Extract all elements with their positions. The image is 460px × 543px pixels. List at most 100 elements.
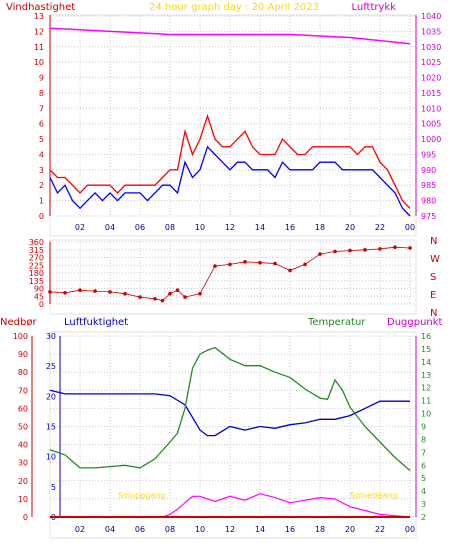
x-tick-label: 20 xyxy=(345,223,355,232)
temperature-tick-label: 9 xyxy=(421,423,426,432)
direction-tick-label: 225 xyxy=(29,261,44,270)
direction-tick-label: 270 xyxy=(29,254,44,263)
compass-label: N xyxy=(430,236,437,247)
wind-tick-label: 11 xyxy=(34,43,44,52)
direction-tick-label: 180 xyxy=(29,269,44,278)
x-tick-label: 06 xyxy=(135,525,145,534)
direction-tick-label: 135 xyxy=(29,277,44,286)
rain-tick-label: 60 xyxy=(18,404,28,413)
climate-series xyxy=(49,346,411,518)
direction-tick-label: 45 xyxy=(34,292,44,301)
humidity-tick-label: 10 xyxy=(46,453,56,462)
pressure-tick-label: 1035 xyxy=(421,27,441,36)
temperature-tick-label: 4 xyxy=(421,487,426,496)
rain-tick-label: 50 xyxy=(18,423,28,432)
wind-tick-label: 9 xyxy=(39,74,44,83)
compass-label: N xyxy=(430,308,437,319)
wind-pressure-ticks: 0123456789101112139759809859909951000100… xyxy=(34,12,442,232)
direction-grid xyxy=(50,241,416,305)
wind-pressure-panel-frame xyxy=(49,14,417,237)
temperature-tick-label: 11 xyxy=(421,397,431,406)
wind-speed-line xyxy=(49,145,411,217)
x-tick-label: 04 xyxy=(105,525,115,534)
pressure-tick-label: 1020 xyxy=(421,74,441,83)
temperature-tick-label: 12 xyxy=(421,384,431,393)
temperature-tick-label: 10 xyxy=(421,410,431,419)
climate-panel-frame xyxy=(49,331,417,539)
direction-tick-label: 360 xyxy=(29,238,44,247)
pressure-tick-label: 1040 xyxy=(421,12,441,21)
wind-tick-label: 0 xyxy=(39,212,44,221)
pressure-tick-label: 985 xyxy=(421,181,436,190)
pressure-tick-label: 990 xyxy=(421,166,436,175)
wind-tick-label: 1 xyxy=(39,197,44,206)
wind-tick-label: 6 xyxy=(39,120,44,129)
sunrise-annotation: Soloppgang xyxy=(118,491,165,500)
temperature-tick-label: 13 xyxy=(421,371,431,380)
x-tick-label: 12 xyxy=(225,525,235,534)
rain-tick-label: 100 xyxy=(13,332,28,341)
direction-tick-label: 0 xyxy=(39,300,44,309)
x-tick-label: 22 xyxy=(375,525,385,534)
compass-label: W xyxy=(430,254,440,265)
x-tick-label: 10 xyxy=(195,525,205,534)
rain-tick-label: 70 xyxy=(18,386,28,395)
direction-series xyxy=(48,245,412,303)
x-tick-label: 04 xyxy=(105,223,115,232)
rain-tick-label: 10 xyxy=(18,495,28,504)
humidity-axis-title: Luftfuktighet xyxy=(64,317,128,328)
rain-tick-label: 40 xyxy=(18,441,28,450)
temperature-axis-title: Temperatur xyxy=(307,317,366,328)
x-tick-label: 06 xyxy=(135,223,145,232)
x-tick-label: 00 xyxy=(405,223,415,232)
x-tick-label: 08 xyxy=(165,223,175,232)
humidity-line xyxy=(49,389,410,437)
wind-tick-label: 10 xyxy=(34,58,44,67)
x-tick-label: 20 xyxy=(345,525,355,534)
x-tick-label: 14 xyxy=(255,525,265,534)
x-tick-label: 08 xyxy=(165,525,175,534)
direction-panel-frame xyxy=(49,239,417,315)
pressure-tick-label: 1030 xyxy=(421,43,441,52)
x-tick-label: 02 xyxy=(75,223,85,232)
wind-tick-label: 7 xyxy=(39,104,44,113)
wind-tick-label: 2 xyxy=(39,181,44,190)
temperature-tick-label: 16 xyxy=(421,332,431,341)
pressure-tick-label: 975 xyxy=(421,212,436,221)
x-tick-label: 18 xyxy=(315,223,325,232)
humidity-tick-label: 20 xyxy=(46,392,56,401)
wind-tick-label: 3 xyxy=(39,166,44,175)
pressure-line xyxy=(49,27,411,45)
x-tick-label: 16 xyxy=(285,525,295,534)
x-tick-label: 18 xyxy=(315,525,325,534)
rain-tick-label: 90 xyxy=(18,350,28,359)
rain-tick-label: 20 xyxy=(18,477,28,486)
temperature-tick-label: 15 xyxy=(421,345,431,354)
temperature-tick-label: 2 xyxy=(421,513,426,522)
humidity-tick-label: 25 xyxy=(46,362,56,371)
wind-tick-label: 5 xyxy=(39,135,44,144)
x-tick-label: 00 xyxy=(405,525,415,534)
rain-axis-title: Nedbør xyxy=(0,317,37,328)
x-tick-label: 14 xyxy=(255,223,265,232)
temperature-tick-label: 14 xyxy=(421,358,431,367)
direction-tick-label: 90 xyxy=(34,285,44,294)
pressure-tick-label: 1005 xyxy=(421,120,441,129)
pressure-tick-label: 1015 xyxy=(421,89,441,98)
wind-tick-label: 8 xyxy=(39,89,44,98)
compass-label: S xyxy=(430,272,436,283)
x-tick-label: 10 xyxy=(195,223,205,232)
wind-pressure-series xyxy=(49,27,411,217)
humidity-tick-label: 5 xyxy=(51,483,56,492)
wind-grid xyxy=(50,15,416,217)
rain-tick-label: 30 xyxy=(18,459,28,468)
compass-label: E xyxy=(430,290,436,301)
wind-tick-label: 4 xyxy=(39,150,44,159)
temperature-tick-label: 6 xyxy=(421,461,426,470)
wind-axis-title: Vindhastighet xyxy=(6,2,75,13)
direction-tick-label: 315 xyxy=(29,246,44,255)
pressure-tick-label: 1025 xyxy=(421,58,441,67)
sunset-annotation: Solnedgang xyxy=(350,491,397,500)
